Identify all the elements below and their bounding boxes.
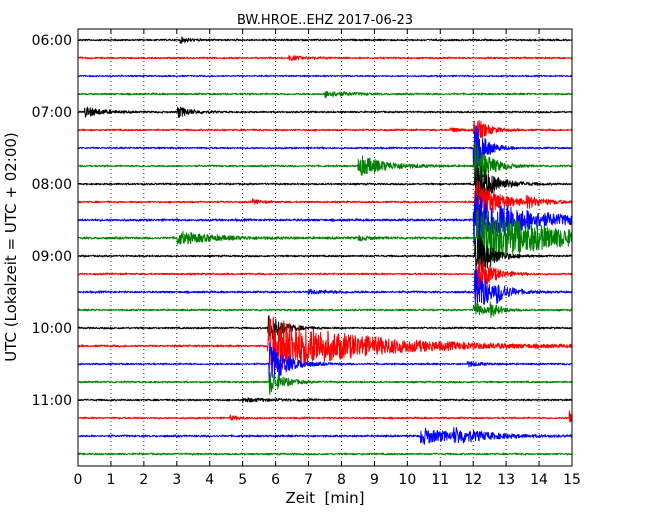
x-tick-label: 11 [431,472,449,488]
seismic-trace [77,426,573,445]
x-tick-label: 1 [106,472,115,488]
seismic-trace [77,410,573,423]
x-tick-label: 10 [398,472,416,488]
plot-frame [77,28,573,467]
chart-title: BW.HROE..EHZ 2017-06-23 [237,13,413,28]
seismic-trace [77,372,573,395]
x-tick-label: 13 [497,472,515,488]
seismic-trace [77,106,573,118]
y-axis: 06:00 07:00 08:00 09:00 10:00 11:00 [32,33,572,409]
seismic-trace [77,258,573,301]
x-tick-label: 3 [172,472,181,488]
x-tick-label: 15 [563,472,581,488]
seismic-trace [77,208,573,267]
trace-group [77,36,573,456]
seismic-trace [77,301,573,319]
x-axis: 0 1 2 3 4 5 6 7 8 9 10 11 12 13 14 15 [74,29,581,488]
seismic-trace [77,315,573,340]
seismic-trace [77,268,573,313]
seismic-trace [77,191,573,247]
x-tick-label: 6 [271,472,280,488]
y-tick-label: 09:00 [32,249,72,265]
seismic-trace [77,74,573,78]
seismic-trace [77,125,573,170]
seismic-trace [77,90,573,99]
seismic-trace [77,162,573,206]
seismic-trace [77,179,573,221]
x-tick-label: 5 [238,472,247,488]
seismic-trace [77,54,573,61]
seismic-trace [77,36,573,44]
seismic-trace [77,140,573,187]
x-tick-label: 8 [337,472,346,488]
y-tick-label: 07:00 [32,105,72,121]
y-tick-label: 11:00 [32,393,72,409]
seismic-trace [77,341,573,380]
x-tick-label: 12 [464,472,482,488]
x-axis-label: Zeit [min] [285,489,364,507]
y-tick-label: 08:00 [32,177,72,193]
x-tick-label: 4 [205,472,214,488]
seismic-trace [77,234,573,277]
y-tick-label: 06:00 [32,33,72,49]
x-tick-label: 2 [139,472,148,488]
x-tick-label: 9 [370,472,379,488]
seismic-trace [77,452,573,456]
seismic-trace [77,316,572,377]
seismic-trace [77,397,573,403]
seismic-trace [77,119,573,141]
y-tick-label: 10:00 [32,321,72,337]
grid [78,29,572,466]
x-tick-label: 14 [530,472,548,488]
x-tick-label: 7 [304,472,313,488]
y-axis-label: UTC (Lokalzeit = UTC + 02:00) [2,132,20,362]
x-tick-label: 0 [74,472,83,488]
